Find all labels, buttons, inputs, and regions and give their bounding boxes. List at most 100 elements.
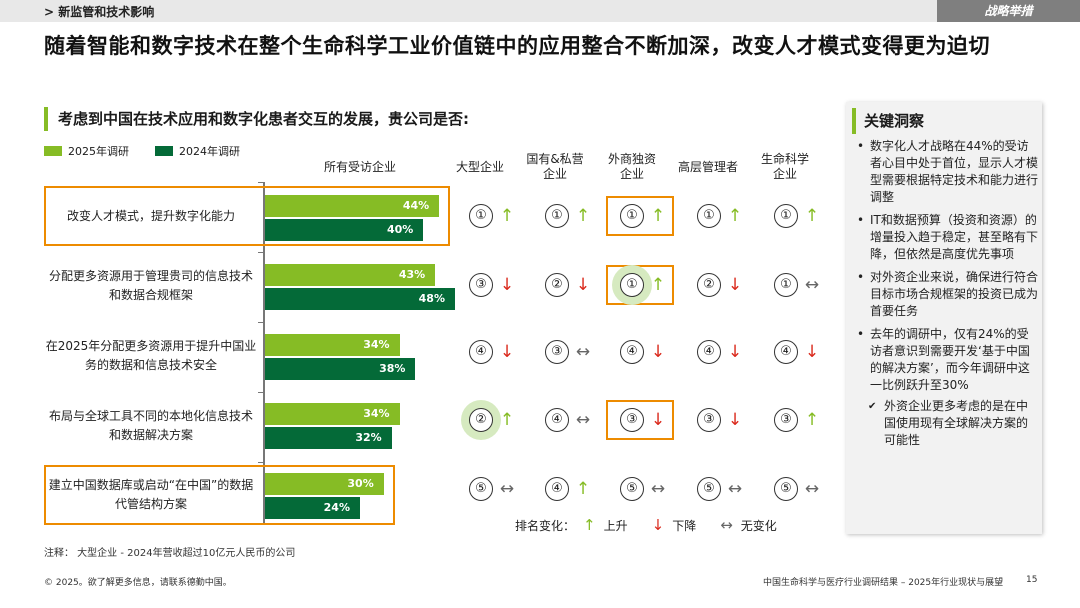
arrow-up-icon: ↑ bbox=[583, 516, 596, 534]
rank-circle: ① bbox=[774, 273, 798, 297]
col-header-ls-line2: 企业 bbox=[772, 167, 797, 181]
col-header-senior: 高层管理者 bbox=[677, 160, 738, 174]
rank-arrow: ↔ bbox=[575, 342, 591, 362]
bar-2024: 32% bbox=[265, 427, 392, 449]
bar-2025: 34% bbox=[265, 334, 400, 356]
rank-key-flat: 无变化 bbox=[740, 518, 777, 533]
page-number: 15 bbox=[1026, 575, 1038, 585]
footnote: 注释： 大型企业 - 2024年营收超过10亿元人民币的公司 bbox=[44, 548, 296, 559]
legend-label-2024: 2024年调研 bbox=[179, 145, 240, 158]
axis-tick bbox=[258, 252, 264, 253]
insight-item: 去年的调研中，仅有24%的受访者意识到需要开发‘基于中国的解决方案’，而今年调研… bbox=[854, 326, 1038, 394]
rank-arrow: ↑ bbox=[575, 206, 591, 226]
rank-circle: ① bbox=[774, 204, 798, 228]
rank-circle: ④ bbox=[774, 340, 798, 364]
rank-arrow: ↓ bbox=[727, 342, 743, 362]
key-insights-panel: 关键洞察 数字化人才战略在44%的受访者心目中处于首位，显示人才模型需要根据特定… bbox=[846, 102, 1042, 534]
rank-circle: ① bbox=[545, 204, 569, 228]
rank-arrow: ↑ bbox=[499, 206, 515, 226]
rank-arrow: ↓ bbox=[727, 275, 743, 295]
rank-key-title: 排名变化： bbox=[515, 518, 576, 533]
rank-arrow: ↓ bbox=[575, 275, 591, 295]
col-header-ls: 生命科学 企业 bbox=[745, 152, 825, 182]
rank-circle: ③ bbox=[469, 273, 493, 297]
rank-arrow: ↓ bbox=[727, 410, 743, 430]
footer-report-title: 中国生命科学与医疗行业调研结果 – 2025年行业现状与展望 bbox=[763, 578, 1004, 588]
rank-arrow: ↔ bbox=[727, 479, 743, 499]
top-bar: > 新监管和技术影响 战略举措 bbox=[0, 0, 1080, 22]
rank-circle: ② bbox=[469, 408, 493, 432]
rank-arrow: ↑ bbox=[650, 275, 666, 295]
page-title: 随着智能和数字技术在整个生命科学工业价值链中的应用整合不断加深，改变人才模式变得… bbox=[44, 34, 990, 58]
rank-arrow: ↔ bbox=[575, 410, 591, 430]
chart-question: 考虑到中国在技术应用和数字化患者交互的发展，贵公司是否: bbox=[44, 107, 469, 131]
rank-circle: ③ bbox=[545, 340, 569, 364]
bar-2024: 48% bbox=[265, 288, 455, 310]
bar-2024: 24% bbox=[265, 497, 360, 519]
key-insights-list: 数字化人才战略在44%的受访者心目中处于首位，显示人才模型需要根据特定技术和能力… bbox=[854, 138, 1038, 455]
bar-2025: 34% bbox=[265, 403, 400, 425]
key-insights-title: 关键洞察 bbox=[852, 108, 924, 134]
rank-circle: ① bbox=[620, 204, 644, 228]
rank-circle: ③ bbox=[774, 408, 798, 432]
col-header-foreign-line1: 外商独资 bbox=[607, 152, 656, 166]
legend-label-2025: 2025年调研 bbox=[68, 145, 129, 158]
rank-circle: ⑤ bbox=[774, 477, 798, 501]
col-header-ls-line1: 生命科学 bbox=[760, 152, 809, 166]
rank-circle: ② bbox=[697, 273, 721, 297]
rank-arrow: ↔ bbox=[650, 479, 666, 499]
insight-sub-item: 外资企业更多考虑的是在中国使用现有全球解决方案的可能性 bbox=[854, 398, 1038, 449]
rank-arrow: ↓ bbox=[650, 342, 666, 362]
row-label: 改变人才模式，提升数字化能力 bbox=[66, 208, 235, 223]
rank-highlight-box bbox=[606, 196, 674, 236]
rank-circle: ④ bbox=[545, 477, 569, 501]
col-header-foreign: 外商独资 企业 bbox=[592, 152, 672, 182]
col-header-large: 大型企业 bbox=[455, 160, 504, 174]
rank-arrow: ↓ bbox=[804, 342, 820, 362]
row-label: 分配更多资源用于管理贵司的信息技术和数据合规框架 bbox=[48, 269, 253, 302]
row-label: 建立中国数据库或启动“在中国”的数据代管结构方案 bbox=[48, 478, 254, 511]
rank-circle: ① bbox=[469, 204, 493, 228]
legend-swatch-2025 bbox=[44, 146, 62, 156]
col-header-foreign-line2: 企业 bbox=[619, 167, 644, 181]
bar-2024: 38% bbox=[265, 358, 416, 380]
chart-legend: 2025年调研 2024年调研 bbox=[44, 143, 240, 159]
bar-2025: 44% bbox=[265, 195, 440, 217]
rank-key-down: 下降 bbox=[672, 518, 697, 533]
rank-arrow: ↑ bbox=[727, 206, 743, 226]
rank-change-legend: 排名变化： ↑ 上升 ↓ 下降 ↔ 无变化 bbox=[515, 516, 777, 534]
insight-item: 数字化人才战略在44%的受访者心目中处于首位，显示人才模型需要根据特定技术和能力… bbox=[854, 138, 1038, 206]
rank-circle: ④ bbox=[620, 340, 644, 364]
chart-axis bbox=[263, 182, 265, 524]
col-header-all: 所有受访企业 bbox=[323, 160, 396, 174]
rank-arrow: ↑ bbox=[804, 410, 820, 430]
section-tag: 战略举措 bbox=[937, 0, 1080, 22]
insight-item: IT和数据预算（投资和资源）的增量投入趋于稳定，甚至略有下降，但依然是高度优先事… bbox=[854, 212, 1038, 263]
legend-swatch-2024 bbox=[155, 146, 173, 156]
rank-arrow: ↓ bbox=[499, 342, 515, 362]
bar-2025: 30% bbox=[265, 473, 384, 495]
rank-arrow: ↑ bbox=[650, 206, 666, 226]
axis-tick bbox=[258, 182, 264, 183]
rank-circle: ⑤ bbox=[620, 477, 644, 501]
rank-arrow: ↓ bbox=[499, 275, 515, 295]
rank-arrow: ↓ bbox=[650, 410, 666, 430]
rank-circle: ② bbox=[545, 273, 569, 297]
rank-circle: ④ bbox=[545, 408, 569, 432]
rank-circle: ④ bbox=[469, 340, 493, 364]
rank-arrow: ↑ bbox=[804, 206, 820, 226]
rank-arrow: ↔ bbox=[804, 275, 820, 295]
col-header-soe-line2: 企业 bbox=[542, 167, 567, 181]
rank-circle: ③ bbox=[620, 408, 644, 432]
rank-key-up: 上升 bbox=[603, 518, 628, 533]
bar-2025: 43% bbox=[265, 264, 436, 286]
axis-tick bbox=[258, 392, 264, 393]
axis-tick bbox=[258, 462, 264, 463]
rank-circle: ④ bbox=[697, 340, 721, 364]
rank-arrow: ↑ bbox=[575, 479, 591, 499]
rank-circle: ⑤ bbox=[697, 477, 721, 501]
rank-circle: ① bbox=[697, 204, 721, 228]
axis-tick bbox=[258, 322, 264, 323]
col-header-soe-line1: 国有&私营 bbox=[526, 152, 584, 166]
row-highlight-box bbox=[44, 465, 395, 525]
